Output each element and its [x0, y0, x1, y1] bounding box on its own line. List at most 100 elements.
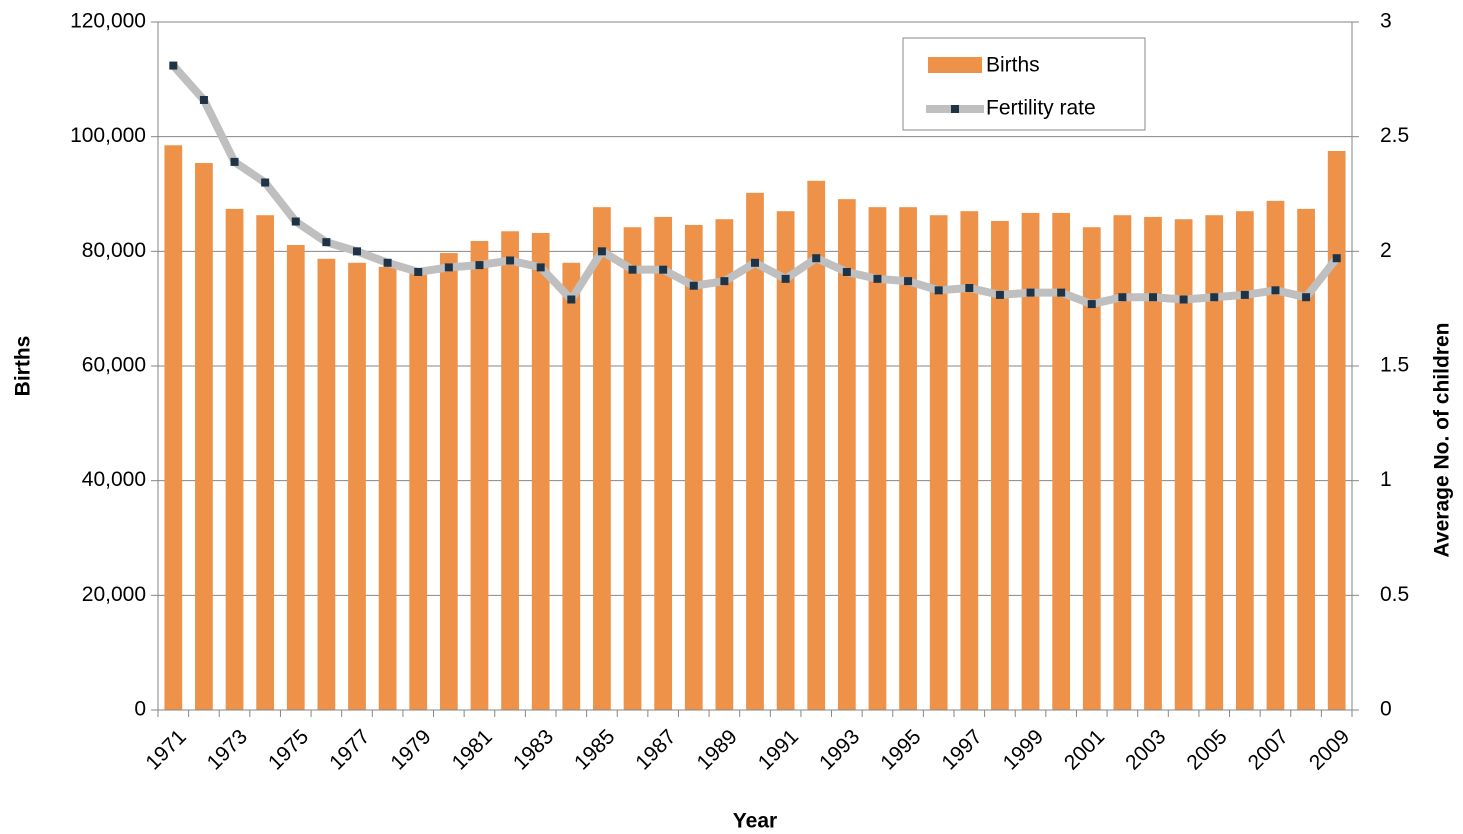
line-marker — [506, 256, 515, 265]
bar — [960, 211, 979, 710]
bar — [1052, 212, 1071, 711]
bar — [1205, 215, 1224, 711]
x-tick-label: 1995 — [876, 725, 925, 774]
line-marker — [169, 61, 178, 70]
x-tick-label: 1999 — [999, 725, 1048, 774]
y-tick-label: 0 — [134, 698, 146, 721]
x-tick-label: 1991 — [754, 725, 803, 774]
y-tick-label: 40,000 — [82, 468, 146, 491]
y2-tick-label: 0 — [1380, 698, 1392, 721]
bar — [256, 215, 275, 711]
x-tick-label: 1997 — [937, 725, 986, 774]
line-marker — [567, 295, 576, 304]
line-marker — [1149, 293, 1157, 302]
bar — [991, 220, 1009, 711]
line-marker — [751, 258, 759, 267]
bar — [409, 271, 428, 710]
bar — [654, 216, 673, 710]
x-tick-label: 1993 — [815, 725, 864, 774]
line-marker — [475, 261, 484, 270]
bar — [623, 227, 642, 710]
line-marker — [1026, 288, 1035, 297]
bar — [1235, 211, 1254, 710]
line-marker — [383, 258, 392, 267]
line-marker — [842, 267, 851, 276]
bar — [562, 262, 581, 710]
legend: Births Fertility rate — [902, 37, 1146, 131]
line-marker — [353, 247, 361, 256]
line-marker — [414, 267, 423, 276]
line-marker — [781, 274, 790, 283]
line-marker — [689, 281, 698, 290]
bar — [929, 215, 948, 711]
y2-tick-label: 0.5 — [1380, 583, 1409, 606]
bar — [501, 231, 519, 710]
y-tick-label: 80,000 — [82, 239, 146, 262]
x-tick-label: 2003 — [1121, 725, 1170, 774]
bar — [1144, 216, 1162, 710]
x-axis-title: Year — [733, 810, 777, 833]
x-tick-label: 1975 — [264, 725, 313, 774]
line-marker — [291, 217, 300, 226]
bar — [470, 241, 489, 710]
line-marker — [628, 265, 637, 274]
y2-axis-title: Average No. of children — [1431, 323, 1454, 558]
x-tick-label: 2007 — [1244, 725, 1293, 774]
bar — [1021, 212, 1040, 711]
line-marker — [261, 178, 270, 187]
bar — [899, 207, 917, 711]
x-tick-label: 1981 — [448, 725, 497, 774]
line-marker — [659, 265, 668, 274]
line-marker — [720, 277, 729, 286]
bar — [348, 262, 366, 710]
x-tick-label: 1971 — [141, 725, 190, 774]
bar — [715, 219, 734, 710]
bar — [225, 208, 244, 710]
y-tick-label: 120,000 — [70, 10, 146, 33]
x-tick-label: 2001 — [1060, 725, 1109, 774]
y2-tick-label: 1 — [1380, 468, 1392, 491]
x-tick-label: 1977 — [325, 725, 374, 774]
line-marker — [873, 274, 882, 283]
bar — [807, 180, 826, 710]
legend-box — [902, 37, 1146, 131]
x-tick-label: 1983 — [509, 725, 558, 774]
line-marker — [230, 157, 239, 166]
y2-tick-label: 2 — [1380, 239, 1392, 262]
line-marker — [536, 263, 545, 272]
line-marker — [1332, 254, 1341, 263]
legend-label: Births — [986, 54, 1040, 77]
line-marker — [597, 247, 606, 256]
x-tick-label: 2009 — [1305, 725, 1354, 774]
bar — [868, 207, 887, 711]
y2-tick-label: 2.5 — [1380, 124, 1409, 147]
line-marker — [1210, 293, 1219, 302]
y-tick-label: 20,000 — [82, 583, 146, 606]
y-tick-label: 100,000 — [70, 124, 146, 147]
bar — [439, 253, 458, 710]
bar — [593, 207, 611, 711]
bar — [1082, 227, 1101, 710]
line-marker — [812, 254, 821, 263]
x-tick-label: 1989 — [693, 725, 742, 774]
y2-tick-label: 1.5 — [1380, 354, 1409, 377]
line-marker — [934, 286, 943, 295]
bar — [1174, 219, 1193, 710]
line-marker — [1057, 288, 1066, 297]
bar — [1297, 208, 1315, 710]
bar — [684, 224, 703, 710]
x-tick-label: 1973 — [203, 725, 252, 774]
bar — [1266, 200, 1285, 710]
bar — [776, 211, 795, 710]
x-tick-label: 1979 — [386, 725, 435, 774]
line-marker — [322, 238, 331, 247]
bar — [195, 163, 213, 711]
bar — [531, 232, 550, 710]
bar — [286, 245, 305, 710]
line-marker — [904, 277, 913, 286]
legend-marker — [951, 105, 959, 113]
line-marker — [199, 95, 208, 104]
legend-label: Fertility rate — [986, 97, 1096, 120]
